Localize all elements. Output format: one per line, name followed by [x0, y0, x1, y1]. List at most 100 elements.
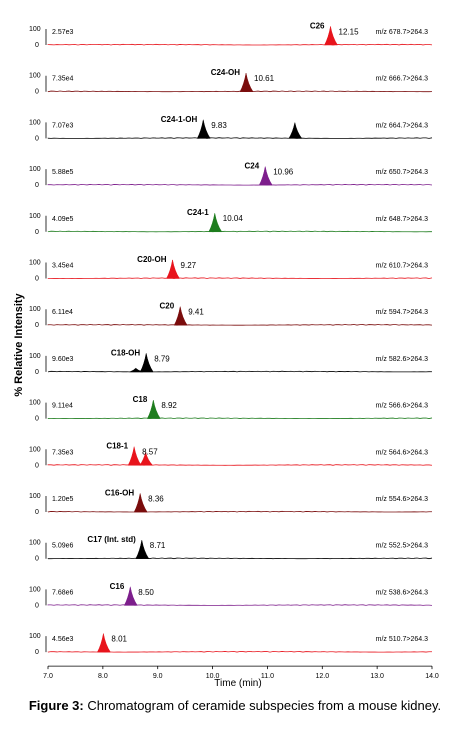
compound-label: C24-1-OH: [161, 115, 198, 124]
chromatogram-panel: 100 0 1.20e5 m/z 554.6>264.3 C16-OH 8.36: [29, 488, 433, 516]
y-tick-label-100: 100: [29, 586, 41, 593]
y-tick-label-0: 0: [35, 416, 39, 423]
chromatogram-panel: 100 0 9.60e3 m/z 582.6>264.3 C18-OH 8.79: [29, 348, 433, 376]
x-tick-label: 8.0: [98, 673, 108, 680]
intensity-label: 2.57e3: [52, 29, 74, 36]
peak-mark: [324, 26, 338, 46]
compound-label: C16-OH: [105, 488, 135, 497]
chromatogram-panel: 100 0 5.09e6 m/z 552.5>264.3 C17 (Int. std) 8…: [29, 535, 433, 563]
baseline-trace: [47, 557, 433, 560]
x-tick-label: 10.0: [206, 673, 220, 680]
compound-label: C26: [310, 21, 325, 30]
y-tick-label-0: 0: [35, 369, 39, 376]
y-tick-label-100: 100: [29, 119, 41, 126]
retention-time-label: 12.15: [339, 27, 360, 36]
y-tick-label-100: 100: [29, 540, 41, 547]
y-tick-label-100: 100: [29, 493, 41, 500]
retention-time-label: 8.57: [142, 448, 158, 457]
baseline-trace: [47, 417, 433, 420]
y-tick-label-100: 100: [29, 306, 41, 313]
y-tick-label-0: 0: [35, 602, 39, 609]
peak-mark: [196, 119, 211, 139]
compound-label: C24-OH: [211, 68, 241, 77]
x-tick-label: 12.0: [315, 673, 329, 680]
mz-label: m/z 566.6>264.3: [376, 403, 428, 410]
retention-time-label: 8.01: [111, 635, 127, 644]
peak-mark: [239, 73, 254, 92]
intensity-label: 9.60e3: [52, 356, 74, 363]
retention-time-label: 10.96: [273, 168, 294, 177]
y-tick-label-0: 0: [35, 229, 39, 236]
intensity-label: 4.09e5: [52, 216, 74, 223]
retention-time-label: 8.79: [154, 354, 170, 363]
mz-label: m/z 664.7>264.3: [376, 122, 428, 129]
retention-time-label: 9.27: [181, 261, 197, 270]
y-tick-label-0: 0: [35, 462, 39, 469]
chromatogram-panel: 100 0 7.07e3 m/z 664.7>264.3 C24-1-OH 9.83: [29, 115, 433, 142]
y-tick-label-0: 0: [35, 135, 39, 142]
peak-mark: [129, 367, 143, 373]
y-tick-label-100: 100: [29, 400, 41, 407]
mz-label: m/z 552.5>264.3: [376, 543, 428, 550]
x-tick-label: 11.0: [261, 673, 274, 680]
baseline-trace: [47, 464, 433, 466]
intensity-label: 7.35e3: [52, 449, 74, 456]
y-tick-label-100: 100: [29, 353, 41, 360]
compound-label: C24: [245, 162, 260, 171]
figure-caption-text: Chromatogram of ceramide subspecies from…: [83, 698, 442, 713]
y-tick-label-0: 0: [35, 322, 39, 329]
intensity-label: 5.88e5: [52, 169, 74, 176]
peak-mark: [166, 259, 180, 279]
intensity-label: 7.07e3: [52, 122, 74, 129]
retention-time-label: 8.50: [138, 588, 154, 597]
retention-time-label: 8.71: [150, 541, 166, 550]
compound-label: C18-1: [106, 442, 128, 451]
intensity-label: 4.56e3: [52, 636, 74, 643]
y-tick-label-100: 100: [29, 260, 41, 267]
retention-time-label: 8.36: [148, 494, 164, 503]
baseline-trace: [47, 137, 433, 139]
retention-time-label: 9.83: [211, 121, 227, 130]
peak-mark: [135, 540, 150, 559]
compound-label: C16: [110, 582, 125, 591]
retention-time-label: 10.61: [254, 74, 275, 83]
chromatogram-panel: 100 0 7.68e6 m/z 538.6>264.3 C16 8.50: [29, 582, 433, 609]
intensity-label: 7.35e4: [52, 76, 74, 83]
peak-mark: [96, 633, 111, 653]
y-tick-label-0: 0: [35, 89, 39, 96]
intensity-label: 9.11e4: [52, 403, 73, 410]
y-tick-label-100: 100: [29, 26, 41, 33]
x-tick-label: 9.0: [153, 673, 163, 680]
y-tick-label-0: 0: [35, 182, 39, 189]
mz-label: m/z 554.6>264.3: [376, 496, 428, 503]
y-tick-label-100: 100: [29, 166, 41, 173]
baseline-trace: [47, 370, 433, 373]
mz-label: m/z 610.7>264.3: [376, 263, 428, 270]
compound-label: C20: [160, 302, 175, 311]
peak-mark: [123, 586, 138, 606]
y-tick-label-100: 100: [29, 446, 41, 453]
retention-time-label: 9.41: [188, 308, 204, 317]
figure-caption-label: Figure 3:: [28, 698, 84, 713]
mz-label: m/z 582.6>264.3: [376, 356, 428, 363]
baseline-trace: [47, 43, 433, 46]
peak-mark: [208, 213, 223, 233]
intensity-label: 6.11e4: [52, 309, 73, 316]
y-tick-label-0: 0: [35, 556, 39, 563]
figure-caption: Figure 3: Chromatogram of ceramide subsp…: [0, 698, 470, 713]
chromatogram-panel: 100 0 4.09e5 m/z 648.7>264.3 C24-1 10.04: [29, 208, 432, 236]
compound-label: C18-OH: [111, 348, 141, 357]
peak-mark: [258, 166, 273, 186]
y-tick-label-0: 0: [35, 42, 39, 49]
intensity-label: 3.45e4: [52, 263, 74, 270]
y-tick-label-0: 0: [35, 509, 39, 516]
chromatogram-panel: 100 0 7.35e3 m/z 564.6>264.3 C18-1 8.57: [29, 442, 433, 469]
mz-label: m/z 564.6>264.3: [376, 449, 428, 456]
retention-time-label: 10.04: [223, 214, 244, 223]
peak-mark: [133, 493, 148, 513]
y-tick-label-100: 100: [29, 213, 41, 220]
chromatogram-panel: 100 0 5.88e5 m/z 650.7>264.3 C24 10.96: [29, 162, 433, 189]
peak-mark: [127, 446, 142, 466]
mz-label: m/z 650.7>264.3: [376, 169, 428, 176]
